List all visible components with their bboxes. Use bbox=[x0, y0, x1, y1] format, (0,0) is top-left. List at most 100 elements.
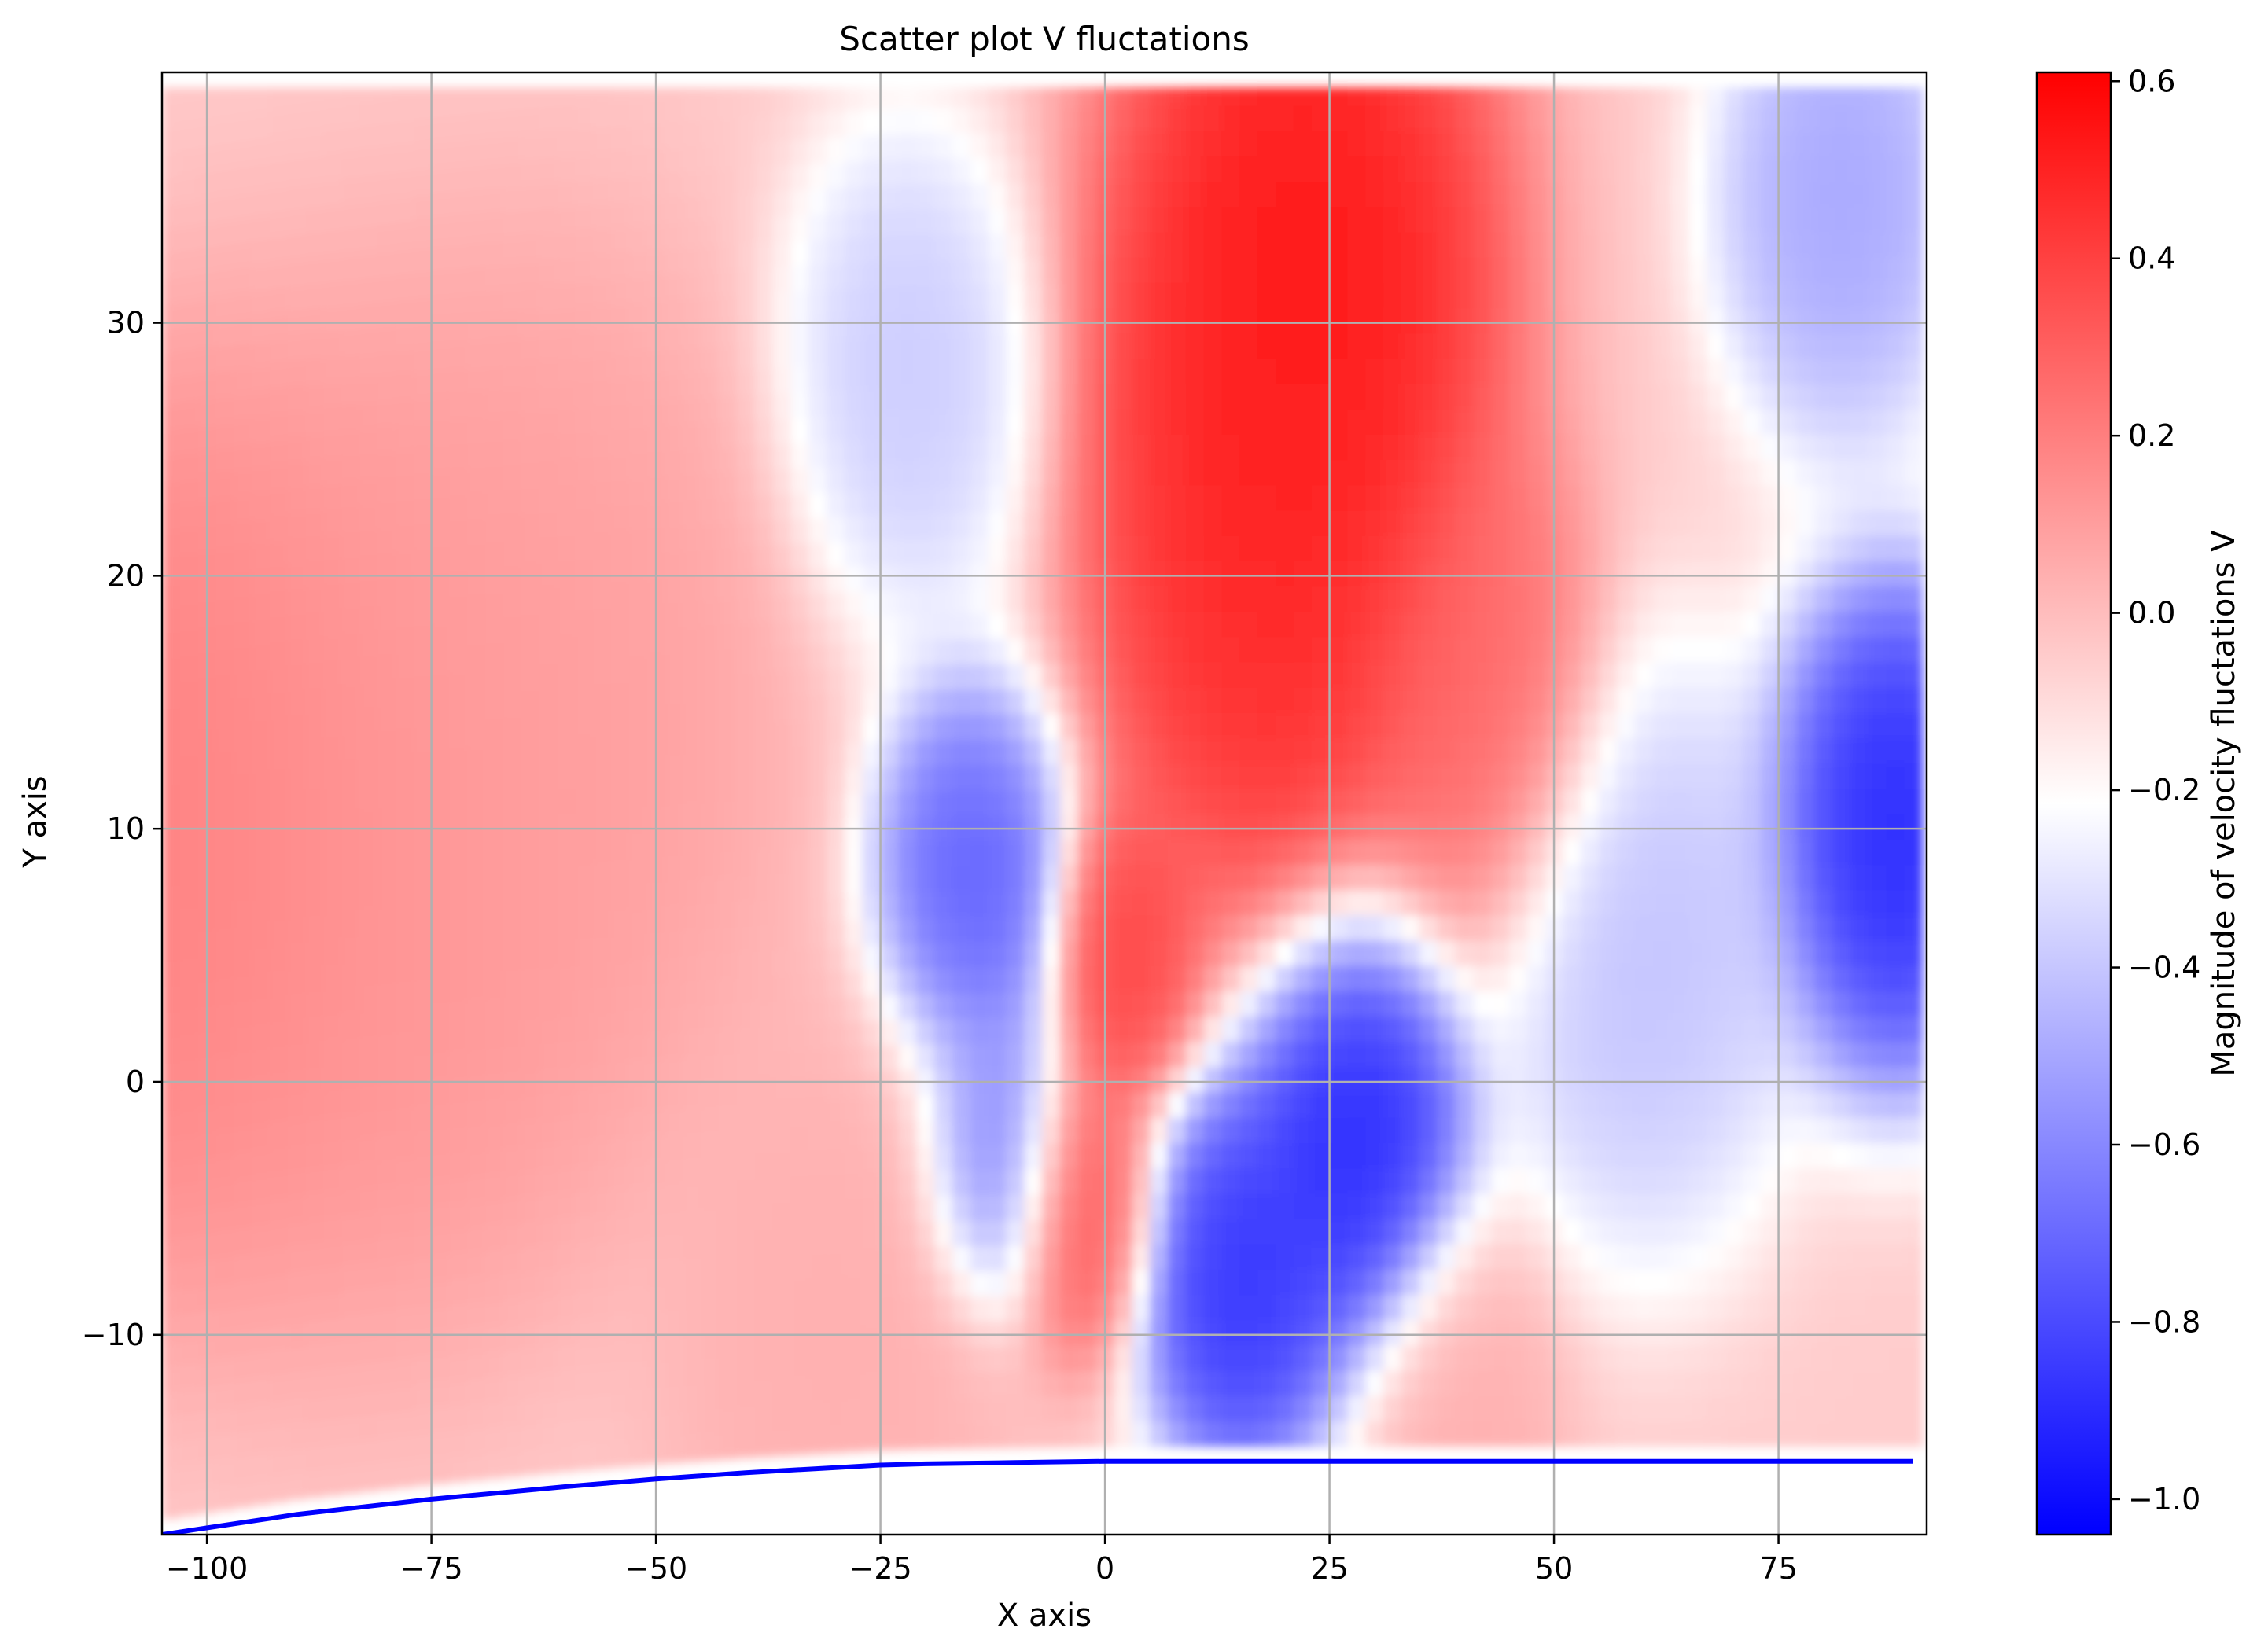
field-cell bbox=[898, 664, 918, 691]
field-cell bbox=[179, 1237, 199, 1263]
field-cell bbox=[1383, 636, 1402, 663]
field-cell bbox=[1006, 1143, 1025, 1170]
field-cell bbox=[1455, 307, 1475, 334]
field-cell bbox=[1168, 813, 1187, 840]
field-cell bbox=[1419, 686, 1438, 713]
field-cell bbox=[593, 87, 612, 103]
field-cell bbox=[1778, 459, 1798, 486]
field-cell bbox=[844, 1046, 863, 1073]
field-cell bbox=[1778, 484, 1798, 511]
field-cell bbox=[359, 1465, 378, 1492]
field-cell bbox=[1707, 1294, 1725, 1321]
field-cell bbox=[988, 436, 1007, 462]
field-cell bbox=[1473, 611, 1492, 638]
field-cell bbox=[1725, 206, 1743, 233]
field-cell bbox=[1437, 1193, 1456, 1219]
field-cell bbox=[449, 267, 469, 293]
field-cell bbox=[772, 367, 792, 394]
field-cell bbox=[252, 442, 271, 469]
field-cell bbox=[1401, 889, 1420, 916]
field-cell bbox=[162, 632, 181, 659]
field-cell bbox=[1042, 384, 1061, 410]
field-cell bbox=[1688, 434, 1708, 461]
field-cell bbox=[1473, 1370, 1492, 1396]
field-cell bbox=[234, 951, 252, 977]
field-cell bbox=[467, 189, 486, 216]
field-cell bbox=[628, 200, 648, 226]
field-cell bbox=[1185, 763, 1205, 789]
field-cell bbox=[1670, 1117, 1690, 1144]
field-cell bbox=[305, 384, 325, 410]
field-cell bbox=[1617, 1016, 1636, 1042]
field-cell bbox=[449, 1380, 469, 1406]
field-cell bbox=[1599, 561, 1618, 587]
field-cell bbox=[719, 168, 738, 195]
field-cell bbox=[1383, 1421, 1402, 1447]
field-cell bbox=[1293, 1269, 1313, 1296]
field-cell bbox=[1077, 1193, 1097, 1219]
field-cell bbox=[1652, 484, 1672, 511]
field-cell bbox=[1329, 484, 1349, 511]
field-cell bbox=[736, 445, 756, 472]
field-cell bbox=[503, 414, 522, 440]
field-cell bbox=[827, 769, 845, 796]
field-cell bbox=[1257, 131, 1276, 156]
field-cell bbox=[252, 164, 271, 190]
field-cell bbox=[1526, 1091, 1546, 1118]
field-cell bbox=[827, 1174, 845, 1201]
field-cell bbox=[377, 87, 396, 98]
field-cell bbox=[305, 333, 325, 360]
field-cell bbox=[1526, 1344, 1546, 1371]
field-cell bbox=[1114, 1117, 1133, 1144]
field-cell bbox=[754, 90, 774, 116]
field-cell bbox=[665, 1234, 684, 1261]
field-cell bbox=[1221, 484, 1241, 511]
field-cell bbox=[1293, 712, 1313, 739]
field-cell bbox=[898, 1424, 918, 1451]
field-cell bbox=[1760, 156, 1780, 182]
field-cell bbox=[1365, 459, 1384, 486]
field-cell bbox=[1437, 1370, 1456, 1396]
field-cell bbox=[898, 589, 918, 616]
field-cell bbox=[1437, 813, 1456, 840]
field-cell bbox=[179, 756, 199, 783]
field-cell bbox=[1599, 611, 1618, 638]
field-cell bbox=[1006, 840, 1025, 866]
field-cell bbox=[1042, 1117, 1061, 1144]
field-cell bbox=[503, 1147, 522, 1174]
field-cell bbox=[719, 927, 738, 954]
field-cell bbox=[341, 759, 361, 785]
field-cell bbox=[1617, 1243, 1636, 1270]
field-cell bbox=[719, 952, 738, 979]
field-cell bbox=[252, 720, 271, 747]
field-cell bbox=[179, 908, 199, 935]
field-cell bbox=[1725, 611, 1743, 638]
field-cell bbox=[503, 1122, 522, 1149]
field-cell bbox=[287, 1373, 307, 1399]
field-cell bbox=[1401, 181, 1420, 208]
field-cell bbox=[808, 1048, 827, 1075]
field-cell bbox=[1455, 561, 1475, 587]
field-cell bbox=[1347, 1319, 1367, 1346]
field-cell bbox=[539, 1093, 558, 1120]
field-cell bbox=[467, 493, 486, 520]
field-cell bbox=[215, 93, 235, 120]
field-cell bbox=[1293, 333, 1313, 359]
field-cell bbox=[1688, 1269, 1708, 1296]
field-cell bbox=[1725, 1016, 1743, 1042]
field-cell bbox=[1617, 1319, 1636, 1346]
field-cell bbox=[1526, 1041, 1546, 1068]
field-cell bbox=[1725, 561, 1743, 587]
field-cell bbox=[395, 450, 414, 476]
field-cell bbox=[1257, 1218, 1276, 1245]
field-cell bbox=[1024, 435, 1043, 461]
field-cell bbox=[628, 149, 648, 176]
field-cell bbox=[377, 325, 396, 351]
field-cell bbox=[1778, 1041, 1798, 1068]
field-cell bbox=[1347, 636, 1367, 663]
field-cell bbox=[270, 87, 289, 112]
field-cell bbox=[1599, 231, 1618, 258]
field-cell bbox=[593, 431, 612, 458]
field-cell bbox=[252, 1252, 271, 1278]
field-cell bbox=[1365, 256, 1384, 283]
